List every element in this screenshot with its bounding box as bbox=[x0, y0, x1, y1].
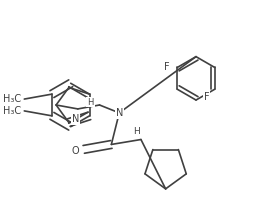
Text: N: N bbox=[116, 108, 123, 118]
Text: H₃C: H₃C bbox=[3, 106, 21, 116]
Text: O: O bbox=[71, 146, 79, 156]
Text: H: H bbox=[87, 98, 94, 106]
Text: H₃C: H₃C bbox=[3, 94, 21, 104]
Text: F: F bbox=[204, 92, 210, 102]
Text: N: N bbox=[72, 114, 79, 124]
Text: H: H bbox=[133, 127, 139, 136]
Text: F: F bbox=[164, 62, 169, 73]
